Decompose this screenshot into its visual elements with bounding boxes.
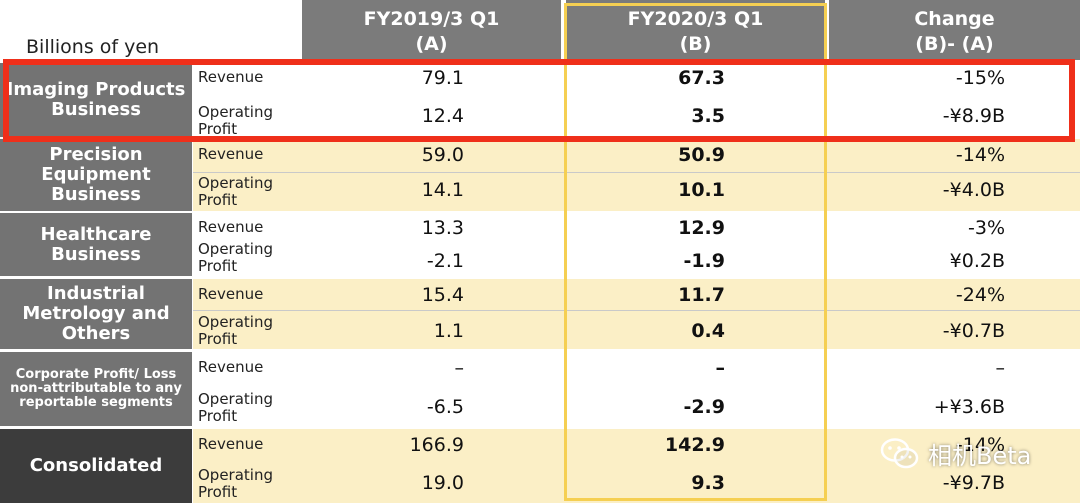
metric-label: Operating Profit bbox=[198, 313, 273, 348]
segment-label-corporate: Corporate Profit/ Loss non-attributable … bbox=[0, 352, 192, 426]
metric-label: Operating Profit bbox=[198, 390, 273, 425]
metric-label: Revenue bbox=[198, 68, 264, 86]
metric-label: Revenue bbox=[198, 358, 264, 376]
metric-label: Operating Profit bbox=[198, 174, 273, 209]
value-fy2020: 11.7 bbox=[678, 284, 725, 306]
value-fy2019: -2.1 bbox=[426, 250, 464, 272]
value-fy2019: 12.4 bbox=[421, 105, 464, 127]
column-header-change-sub: (B)- (A) bbox=[915, 33, 994, 55]
row-band bbox=[193, 352, 1080, 426]
metric-label: Revenue bbox=[198, 435, 264, 453]
value-change: – bbox=[995, 357, 1006, 379]
metric-label: Revenue bbox=[198, 218, 264, 236]
imaging-emphasis-box bbox=[3, 59, 1075, 142]
value-fy2019: 59.0 bbox=[421, 144, 464, 166]
value-fy2019: 79.1 bbox=[421, 67, 464, 89]
value-fy2019: 166.9 bbox=[409, 434, 464, 456]
value-change: -¥4.0B bbox=[942, 179, 1005, 201]
value-change: +¥3.6B bbox=[933, 396, 1005, 418]
value-fy2020: -2.9 bbox=[683, 396, 725, 418]
fy2020-highlight-box bbox=[564, 3, 827, 501]
value-fy2020: 12.9 bbox=[678, 217, 725, 239]
column-header-fy2019: FY2019/3 Q1 (A) bbox=[302, 0, 561, 60]
value-fy2020: 10.1 bbox=[678, 179, 725, 201]
row-band bbox=[193, 429, 1080, 503]
value-change: -3% bbox=[968, 217, 1005, 239]
value-fy2019: – bbox=[454, 357, 465, 379]
metric-label: Operating Profit bbox=[198, 240, 273, 275]
units-label: Billions of yen bbox=[26, 36, 160, 58]
value-fy2019: 14.1 bbox=[421, 179, 464, 201]
value-fy2020: 67.3 bbox=[678, 67, 725, 89]
watermark: 相机Beta bbox=[880, 436, 1031, 471]
value-change: -15% bbox=[955, 67, 1005, 89]
metric-label: Revenue bbox=[198, 285, 264, 303]
value-fy2020: 3.5 bbox=[691, 105, 725, 127]
metric-label: Operating Profit bbox=[198, 103, 273, 138]
value-fy2020: 9.3 bbox=[691, 472, 725, 494]
row-band bbox=[193, 213, 1080, 276]
value-change: -14% bbox=[955, 144, 1005, 166]
column-header-fy2019-title: FY2019/3 Q1 bbox=[363, 8, 500, 30]
value-change: ¥0.2B bbox=[949, 250, 1005, 272]
column-header-change: Change (B)- (A) bbox=[829, 0, 1080, 60]
value-change: -14% bbox=[955, 434, 1005, 456]
row-band bbox=[193, 63, 1080, 137]
value-fy2019: -6.5 bbox=[426, 396, 464, 418]
segment-label-precision: Precision Equipment Business bbox=[0, 139, 192, 211]
value-fy2019: 19.0 bbox=[421, 472, 464, 494]
segment-label-imaging: Imaging Products Business bbox=[0, 63, 192, 137]
value-fy2020: 142.9 bbox=[664, 434, 725, 456]
row-divider bbox=[193, 172, 1080, 173]
column-header-fy2019-sub: (A) bbox=[415, 33, 448, 55]
value-change: -¥8.9B bbox=[942, 105, 1005, 127]
row-divider bbox=[193, 310, 1080, 311]
value-fy2020: 0.4 bbox=[691, 320, 725, 342]
segment-label-industrial: Industrial Metrology and Others bbox=[0, 279, 192, 349]
row-band bbox=[193, 139, 1080, 211]
column-header-fy2020-title: FY2020/3 Q1 bbox=[627, 8, 764, 30]
row-band bbox=[193, 279, 1080, 349]
column-header-change-title: Change bbox=[914, 8, 995, 30]
segment-label-consolidated: Consolidated bbox=[0, 429, 192, 503]
watermark-text: 相机Beta bbox=[928, 442, 1032, 470]
value-change: -¥0.7B bbox=[942, 320, 1005, 342]
value-fy2020: – bbox=[715, 357, 726, 379]
column-header-fy2020-sub: (B) bbox=[679, 33, 712, 55]
value-fy2019: 13.3 bbox=[421, 217, 464, 239]
value-fy2020: 50.9 bbox=[678, 144, 725, 166]
metric-label: Operating Profit bbox=[198, 466, 273, 501]
value-fy2020: -1.9 bbox=[683, 250, 725, 272]
value-fy2019: 1.1 bbox=[433, 320, 464, 342]
metric-label: Revenue bbox=[198, 145, 264, 163]
segment-label-healthcare: Healthcare Business bbox=[0, 213, 192, 276]
column-header-fy2020: FY2020/3 Q1 (B) bbox=[566, 0, 825, 60]
value-change: -24% bbox=[955, 284, 1005, 306]
value-fy2019: 15.4 bbox=[421, 284, 464, 306]
wechat-icon bbox=[880, 437, 919, 468]
value-change: -¥9.7B bbox=[942, 472, 1005, 494]
